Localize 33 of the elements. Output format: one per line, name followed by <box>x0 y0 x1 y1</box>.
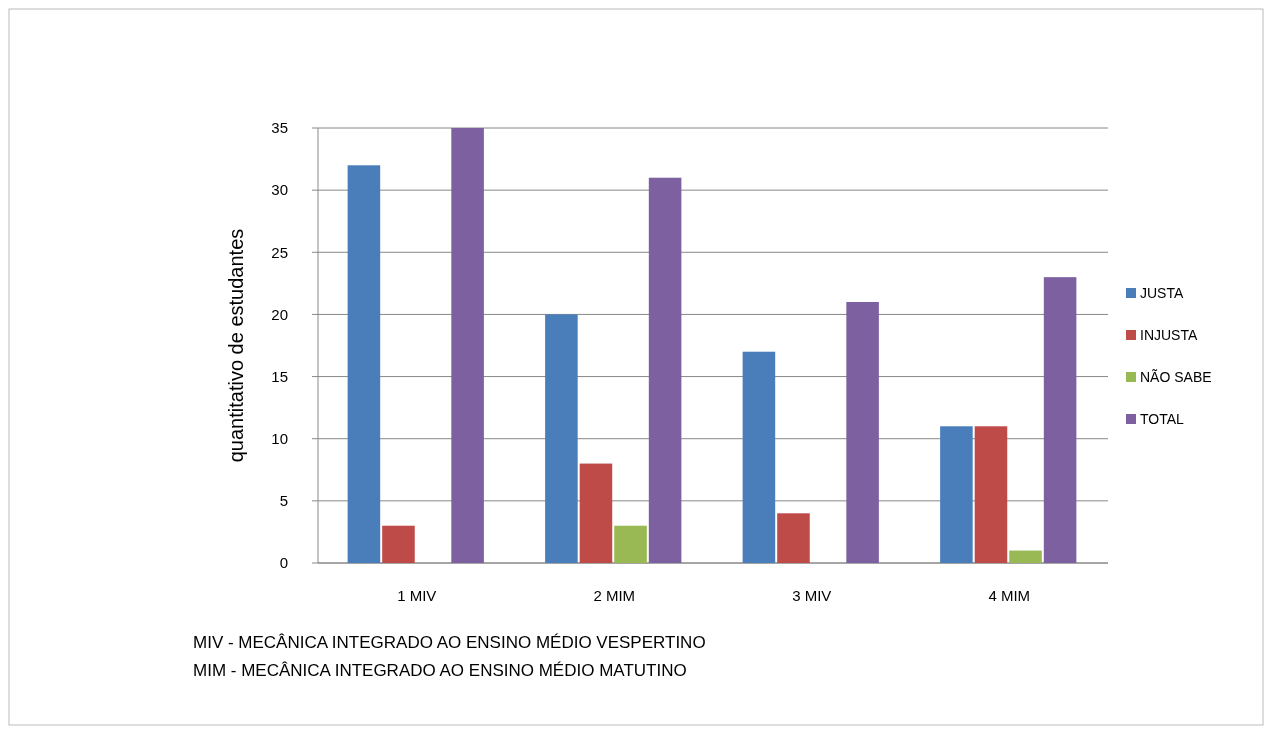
bar <box>1009 550 1042 563</box>
legend-label: INJUSTA <box>1140 327 1198 343</box>
bar <box>846 302 879 563</box>
bar <box>382 525 415 563</box>
bar <box>614 525 647 563</box>
bar <box>974 426 1008 563</box>
y-axis-title: quantitativo de estudantes <box>225 228 247 463</box>
y-tick-label: 20 <box>271 305 288 323</box>
x-tick-label: 2 MIM <box>593 587 636 604</box>
bar <box>579 463 613 563</box>
bar <box>742 351 776 563</box>
x-tick-label: 1 MIV <box>397 587 437 604</box>
text: MIV - MECÂNICA INTEGRADO AO ENSINO MÉDIO VESPERTINO <box>193 633 706 652</box>
legend-label: NÃO SABE <box>1140 369 1212 385</box>
y-tick-label: 35 <box>271 119 288 137</box>
y-tick-label: 15 <box>271 367 288 385</box>
bar <box>777 513 810 563</box>
x-tick-label: 3 MIV <box>792 587 832 604</box>
bar <box>545 314 578 563</box>
bar <box>451 128 484 563</box>
y-tick-label: 0 <box>279 554 288 572</box>
bar <box>1043 277 1077 563</box>
legend-label: JUSTA <box>1140 285 1184 301</box>
bar <box>347 165 381 563</box>
y-tick-label: 25 <box>271 243 288 261</box>
bar <box>940 426 973 563</box>
text: MIM - MECÂNICA INTEGRADO AO ENSINO MÉDIO MATUTINO <box>193 661 687 680</box>
legend-label: TOTAL <box>1140 411 1185 427</box>
bar <box>648 177 682 563</box>
x-tick-label: 4 MIM <box>988 587 1031 604</box>
y-tick-label: 30 <box>271 181 288 199</box>
y-tick-label: 5 <box>279 492 288 510</box>
y-tick-label: 10 <box>271 429 288 447</box>
